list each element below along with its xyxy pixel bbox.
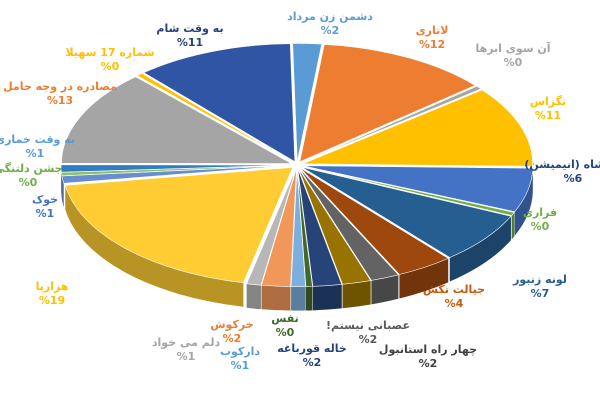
pie-slice-14 bbox=[246, 168, 297, 286]
pie-side-5 bbox=[511, 212, 515, 240]
slice-label-19: مصادره در وجه حامل bbox=[3, 80, 117, 93]
slice-label-12: دارکوب bbox=[220, 345, 260, 358]
pie-slice-10 bbox=[297, 168, 343, 287]
pie-side-13 bbox=[261, 285, 291, 311]
slice-label-14: دلم می خواد bbox=[152, 336, 221, 349]
pie-slice-3 bbox=[302, 89, 533, 167]
slice-label-21: به وقت شام bbox=[156, 22, 223, 35]
pie-slice-12 bbox=[290, 168, 306, 287]
pie-slice-5 bbox=[302, 166, 515, 216]
slice-label-20: شماره 17 سهیلا bbox=[65, 46, 154, 59]
slice-value-20: %0 bbox=[101, 60, 120, 73]
slice-value-1: %12 bbox=[419, 38, 445, 51]
pie-slice-20 bbox=[136, 72, 294, 163]
pie-slice-4 bbox=[302, 165, 534, 213]
pie-side-12 bbox=[291, 286, 306, 311]
slice-value-18: %1 bbox=[26, 147, 45, 160]
pie-slice-21 bbox=[143, 43, 296, 163]
pie-side-11 bbox=[305, 286, 313, 311]
slice-value-8: %2 bbox=[359, 333, 378, 346]
slice-value-15: %19 bbox=[39, 294, 65, 307]
slice-value-4: %6 bbox=[564, 172, 583, 185]
pie-side-14 bbox=[246, 283, 261, 310]
slice-value-9: %2 bbox=[419, 357, 438, 370]
pie-side-7 bbox=[399, 258, 449, 299]
pie-slice-8 bbox=[298, 168, 399, 281]
pie-side-4 bbox=[514, 168, 533, 236]
pie-slice-19 bbox=[61, 76, 293, 164]
slice-label-4: فیلشاه (انیمیشن) bbox=[524, 158, 600, 171]
pie-side-9 bbox=[342, 280, 371, 309]
slice-label-7: جیالت تکش bbox=[423, 283, 485, 296]
slice-label-10: خاله قورباغه bbox=[277, 342, 347, 355]
slice-value-16: %1 bbox=[36, 207, 55, 220]
pie-slice-0 bbox=[292, 43, 323, 162]
slice-value-6: %7 bbox=[531, 287, 550, 300]
pie-slice-9 bbox=[298, 168, 372, 285]
slice-label-5: فراری bbox=[523, 206, 557, 219]
slice-value-12: %1 bbox=[231, 359, 250, 372]
pie-slice-6 bbox=[301, 166, 512, 258]
pie-side-10 bbox=[312, 284, 342, 311]
pie-slice-2 bbox=[301, 85, 482, 163]
slice-value-2: %0 bbox=[504, 56, 523, 69]
slice-label-9: چهار راه استانبول bbox=[379, 343, 477, 356]
slice-value-14: %1 bbox=[177, 350, 196, 363]
slice-value-10: %2 bbox=[303, 356, 322, 369]
slice-value-21: %11 bbox=[177, 36, 203, 49]
pie-side-16 bbox=[61, 175, 64, 208]
pie-side-15 bbox=[65, 185, 244, 307]
slice-label-0: دشمن زن مرداد bbox=[287, 10, 373, 23]
slice-label-11: نفس bbox=[271, 312, 299, 325]
slice-label-16: خوک bbox=[32, 193, 58, 206]
slice-value-11: %0 bbox=[276, 326, 295, 339]
slice-label-1: لاتاری bbox=[416, 24, 449, 37]
pie-side-8 bbox=[371, 274, 399, 305]
slice-label-15: هزارپا bbox=[36, 280, 69, 293]
slice-label-13: خرکوش bbox=[210, 318, 253, 331]
slice-value-5: %0 bbox=[531, 220, 550, 233]
pie-slice-13 bbox=[261, 168, 297, 287]
slice-value-3: %11 bbox=[535, 109, 561, 122]
slice-value-19: %13 bbox=[47, 94, 73, 107]
pie-slice-18 bbox=[60, 164, 292, 173]
slice-value-17: %0 bbox=[19, 176, 38, 189]
slice-label-3: تگزاس bbox=[530, 95, 566, 108]
slice-label-2: آن سوی ابرها bbox=[475, 41, 550, 55]
pie-side-6 bbox=[449, 216, 511, 282]
pie-slice-1 bbox=[299, 44, 476, 163]
slice-label-8: عصبانی نیستم! bbox=[326, 319, 410, 332]
pie-slice-7 bbox=[300, 167, 449, 275]
slice-value-13: %2 bbox=[223, 332, 242, 345]
slice-value-0: %2 bbox=[321, 24, 340, 37]
slice-label-17: جشن دلتنگی bbox=[0, 162, 63, 175]
slice-label-18: به وقت خماری bbox=[0, 133, 75, 146]
slice-label-6: لونه زنبور bbox=[512, 273, 567, 286]
pie-slice-15 bbox=[64, 167, 294, 284]
slice-value-7: %4 bbox=[445, 297, 464, 310]
